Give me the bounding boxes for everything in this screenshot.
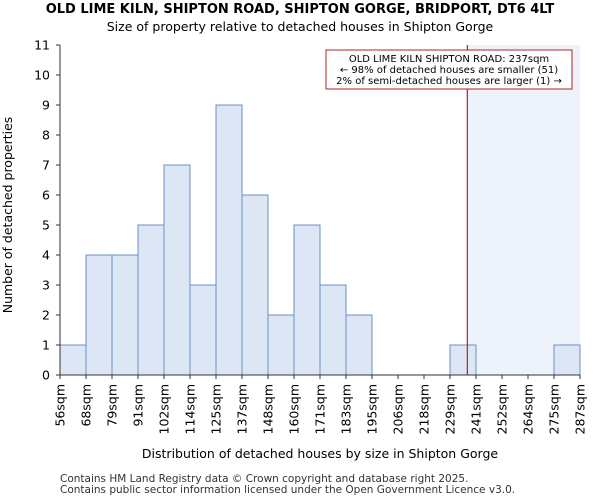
x-tick-label: 218sqm	[417, 384, 432, 434]
histogram-bar	[345, 314, 373, 376]
histogram-bar	[449, 344, 477, 376]
x-tick-label: 183sqm	[339, 384, 354, 434]
x-tick-label: 114sqm	[183, 384, 198, 434]
histogram-bar	[189, 284, 217, 376]
x-tick-label: 91sqm	[131, 384, 146, 427]
x-tick-label: 68sqm	[79, 384, 94, 427]
x-tick-label: 148sqm	[261, 384, 276, 434]
histogram-bar	[111, 254, 139, 376]
x-tick-label: 252sqm	[495, 384, 510, 434]
y-tick-label: 4	[42, 248, 50, 263]
x-axis-label: Distribution of detached houses by size …	[142, 446, 498, 461]
chart-title: OLD LIME KILN, SHIPTON ROAD, SHIPTON GOR…	[45, 2, 555, 17]
histogram-bar	[553, 344, 581, 376]
x-tick-label: 275sqm	[547, 384, 562, 434]
y-axis-label: Number of detached properties	[0, 117, 15, 314]
y-tick-label: 3	[42, 278, 50, 293]
y-tick-label: 5	[42, 218, 50, 233]
histogram-bar	[241, 194, 269, 376]
annotation-line-1: OLD LIME KILN SHIPTON ROAD: 237sqm	[349, 54, 549, 65]
x-tick-label: 195sqm	[365, 384, 380, 434]
footer-copyright: Contains HM Land Registry data © Crown c…	[60, 473, 469, 485]
x-tick-label: 229sqm	[443, 384, 458, 434]
x-tick-label: 206sqm	[391, 384, 406, 434]
annotation-box	[325, 49, 573, 90]
histogram-bar	[215, 104, 243, 376]
x-tick-label: 160sqm	[287, 384, 302, 434]
x-tick-label: 102sqm	[157, 384, 172, 434]
x-tick-label: 287sqm	[573, 384, 588, 434]
y-tick-label: 1	[42, 338, 50, 353]
annotation-line-3: 2% of semi-detached houses are larger (1…	[336, 76, 562, 87]
x-tick-label: 241sqm	[469, 384, 484, 434]
x-tick-label: 56sqm	[53, 384, 68, 427]
histogram-bar	[85, 254, 113, 376]
y-tick-label: 6	[42, 188, 50, 203]
histogram-bar	[163, 164, 191, 376]
histogram-bar	[137, 224, 165, 376]
histogram-bar	[293, 224, 321, 376]
y-tick-label: 0	[42, 368, 50, 383]
y-tick-label: 9	[42, 98, 50, 113]
x-tick-label: 137sqm	[235, 384, 250, 434]
larger-region-highlight	[467, 45, 580, 375]
x-tick-label: 264sqm	[521, 384, 536, 434]
x-tick-label: 171sqm	[313, 384, 328, 434]
chart-subtitle: Size of property relative to detached ho…	[106, 19, 494, 34]
histogram-bar	[267, 314, 295, 376]
histogram-bar	[319, 284, 347, 376]
y-tick-label: 8	[42, 128, 50, 143]
y-tick-label: 7	[42, 158, 50, 173]
histogram-bar	[59, 344, 87, 376]
footer-licence: Contains public sector information licen…	[60, 484, 516, 496]
y-tick-label: 2	[42, 308, 50, 323]
y-tick-label: 11	[34, 38, 50, 53]
x-tick-label: 79sqm	[105, 384, 120, 427]
annotation-line-2: ← 98% of detached houses are smaller (51…	[340, 65, 558, 76]
y-tick-label: 10	[34, 68, 50, 83]
x-tick-label: 125sqm	[209, 384, 224, 434]
